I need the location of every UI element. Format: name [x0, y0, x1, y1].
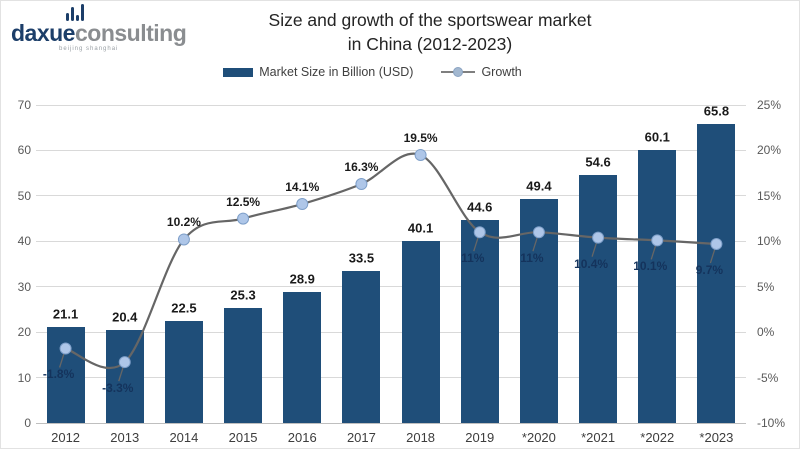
y-axis-tick-left: 10	[17, 370, 31, 385]
growth-label: 9.7%	[695, 263, 724, 277]
x-axis-tick: *2023	[699, 430, 734, 445]
chart-title-line1: Size and growth of the sportswear market	[268, 10, 592, 30]
bar-value-label: 33.5	[348, 250, 375, 266]
legend-item-growth: Growth	[441, 65, 522, 79]
growth-marker-2018	[414, 148, 427, 161]
y-axis-tick-left: 40	[17, 234, 31, 249]
x-axis-tick: 2015	[228, 430, 258, 445]
y-axis-tick-left: 0	[24, 416, 31, 430]
gridline	[36, 149, 746, 151]
growth-label: 10.4%	[574, 256, 609, 271]
y-axis-tick-right: -5%	[757, 370, 779, 385]
x-axis-tick: 2014	[169, 430, 199, 445]
bar-value-label: 25.3	[230, 287, 256, 303]
x-axis-tick: 2018	[406, 430, 436, 445]
bar-value-label: 28.9	[289, 271, 315, 287]
y-axis-tick-left: 60	[17, 143, 31, 158]
x-axis-tick: 2016	[287, 430, 317, 445]
y-axis-tick-left: 70	[17, 98, 31, 112]
growth-label: 11%	[461, 251, 485, 266]
bar-value-label: 49.4	[526, 178, 552, 194]
bar-2014	[164, 320, 203, 423]
y-axis-tick-left: 20	[17, 325, 31, 340]
growth-marker-2015	[237, 212, 250, 225]
bar-value-label: 54.6	[585, 154, 611, 170]
bar-*2020	[519, 198, 558, 423]
growth-label: 10.2%	[166, 215, 201, 230]
bar-value-label: 22.5	[171, 300, 197, 316]
logo-brand-light: consulting	[74, 20, 187, 46]
x-axis-tick: *2021	[581, 430, 616, 445]
legend-label-growth: Growth	[481, 65, 522, 79]
bar-series-swatch-icon	[223, 67, 254, 77]
logo-brand-bold: daxue	[11, 20, 75, 46]
bar-value-label: 40.1	[407, 220, 434, 236]
daxue-consulting-logo: daxueconsulting beijing shanghai	[11, 3, 231, 52]
gridline	[36, 377, 746, 379]
chart-legend: Market Size in Billion (USD) Growth	[1, 65, 744, 79]
bar-value-label: 44.6	[467, 199, 493, 215]
y-axis-tick-right: 25%	[757, 98, 782, 112]
legend-label-market-size: Market Size in Billion (USD)	[259, 65, 414, 79]
legend-item-market-size: Market Size in Billion (USD)	[223, 65, 413, 79]
bar-value-label: 21.1	[52, 306, 79, 322]
x-axis-tick: 2012	[51, 430, 81, 445]
growth-label: 16.3%	[344, 160, 379, 175]
y-axis-tick-right: -10%	[757, 416, 786, 430]
gridline	[36, 422, 746, 424]
growth-label: 11%	[520, 251, 544, 266]
growth-marker-2014	[177, 233, 190, 246]
growth-label: 10.1%	[633, 259, 668, 274]
bar-2016	[283, 291, 322, 423]
y-axis-tick-left: 30	[17, 279, 31, 294]
growth-marker-2017	[355, 178, 368, 191]
growth-label: 14.1%	[285, 180, 320, 195]
y-axis-tick-right: 10%	[757, 234, 782, 249]
logo-bar-chart-icon	[66, 3, 231, 21]
growth-label: 12.5%	[226, 194, 261, 209]
bar-value-label: 20.4	[112, 309, 138, 325]
bar-value-label: 60.1	[644, 129, 670, 145]
x-axis-tick: 2019	[465, 430, 495, 445]
y-axis-tick-right: 20%	[757, 143, 782, 158]
growth-label: -1.8%	[42, 367, 75, 382]
chart-title: Size and growth of the sportswear market…	[181, 9, 679, 56]
bar-*2022	[638, 149, 677, 423]
growth-line	[65, 152, 717, 370]
growth-label: 19.5%	[403, 130, 438, 145]
gridline	[36, 104, 746, 106]
y-axis-tick-right: 5%	[757, 279, 775, 294]
logo-tagline: beijing shanghai	[59, 46, 119, 52]
bar-value-label: 65.8	[703, 103, 730, 119]
line-series-marker-icon	[441, 67, 476, 77]
chart-title-line2: in China (2012-2023)	[347, 33, 513, 54]
y-axis-tick-right: 15%	[757, 188, 782, 203]
x-axis-tick: 2013	[110, 430, 140, 445]
growth-label: -3.3%	[102, 381, 134, 396]
y-axis-tick-left: 50	[17, 188, 31, 203]
logo-wordmark: daxueconsulting	[11, 22, 231, 45]
x-axis-tick: *2020	[521, 430, 556, 445]
y-axis-tick-right: 0%	[757, 325, 775, 340]
bar-2015	[224, 308, 263, 423]
bar-*2021	[579, 174, 618, 423]
x-axis-tick: 2017	[346, 430, 376, 445]
bar-2017	[342, 270, 381, 423]
bar-2013	[105, 330, 144, 423]
growth-marker-2016	[296, 198, 309, 211]
x-axis-tick: *2022	[640, 430, 675, 445]
bar-2018	[401, 240, 440, 423]
